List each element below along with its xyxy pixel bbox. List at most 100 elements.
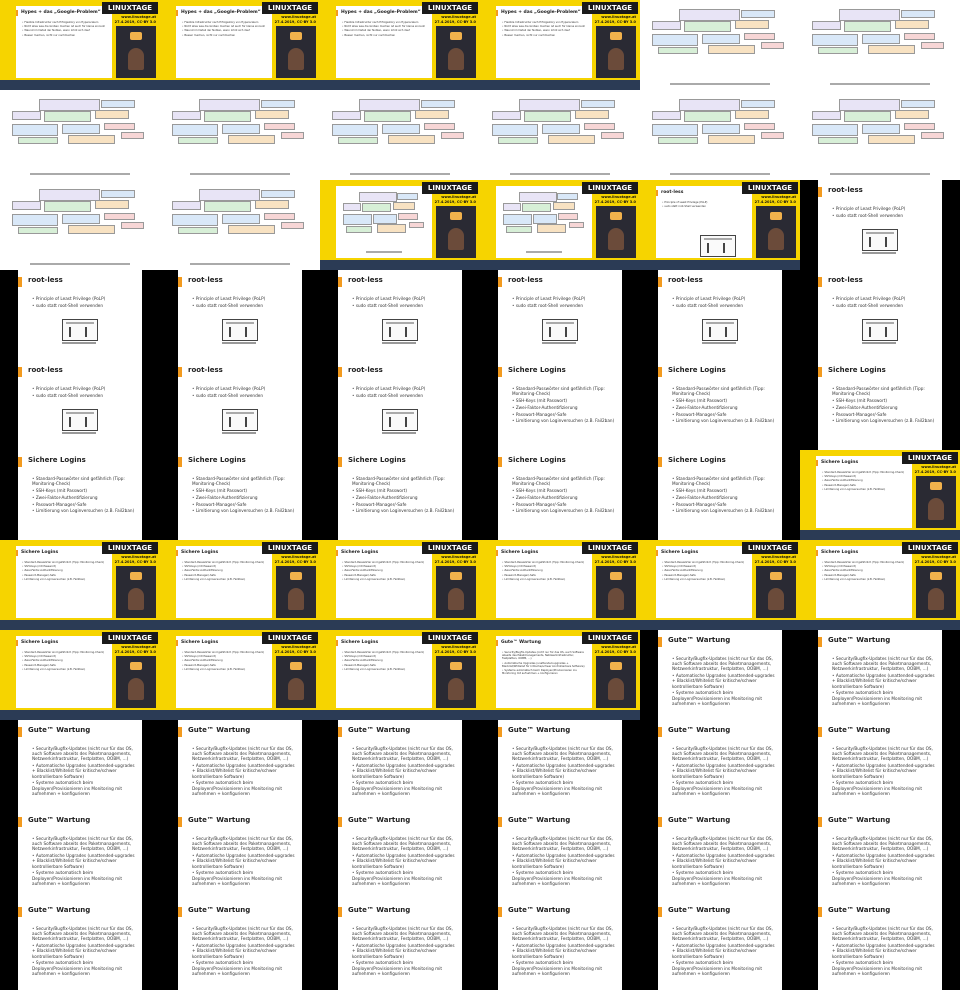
thumbnail-tile[interactable]: Sichere Logins Standard-Passwörter sind g… (160, 540, 320, 630)
thumbnail-tile[interactable] (160, 180, 320, 270)
thumbnail-tile[interactable]: Gute™ Wartung Security/Bugfix-Updates (ni… (0, 810, 160, 900)
thumbnail-tile[interactable] (0, 90, 160, 180)
thumbnail-tile[interactable]: Gute™ Wartung Security/Bugfix-Updates (ni… (0, 720, 160, 810)
thumbnail-tile[interactable]: Sichere Logins Standard-Passwörter sind g… (480, 450, 640, 540)
title-accent (336, 10, 338, 16)
thumbnail-tile[interactable]: Gute™ Wartung Security/Bugfix-Updates (ni… (640, 630, 800, 720)
thumbnail-tile[interactable]: Sichere Logins Standard-Passwörter sind g… (320, 630, 480, 720)
thumbnail-tile[interactable]: Gute™ Wartung Security/Bugfix-Updates (ni… (480, 810, 640, 900)
thumbnail-tile[interactable]: Sichere Logins Standard-Passwörter sind g… (0, 630, 160, 720)
thumbnail-tile[interactable] (640, 0, 800, 90)
title-accent (18, 727, 22, 737)
slide-title: Gute™ Wartung (188, 906, 251, 914)
event-url: www.linuxtage.at (441, 645, 476, 649)
slide-screen: Gute™ Wartung Security/Bugfix-Updates (ni… (496, 636, 592, 708)
thumbnail-tile[interactable]: root-less Principle of Least Privilege (P… (800, 180, 960, 270)
thumbnail-tile[interactable]: Gute™ Wartung Security/Bugfix-Updates (ni… (320, 720, 480, 810)
bullet-item: Principle of Least Privilege (PoLP) (192, 296, 296, 301)
thumbnail-tile[interactable]: Gute™ Wartung Security/Bugfix-Updates (ni… (800, 900, 960, 990)
thumbnail-tile[interactable]: Gute™ Wartung Security/Bugfix-Updates (ni… (160, 720, 320, 810)
thumbnail-tile[interactable]: Gute™ Wartung Security/Bugfix-Updates (ni… (640, 810, 800, 900)
thumbnail-tile[interactable]: root-less Principle of Least Privilege (P… (320, 270, 480, 360)
thumbnail-tile[interactable]: Hypes + das „Google-Problem“ Flexible Inf… (160, 0, 320, 90)
thumbnail-tile[interactable]: root-less Principle of Least Privilege (P… (320, 360, 480, 450)
thumbnail-tile[interactable]: Sichere Logins Standard-Passwörter sind g… (320, 450, 480, 540)
thumbnail-tile[interactable]: Gute™ Wartung Security/Bugfix-Updates (ni… (160, 900, 320, 990)
thumbnail-tile[interactable]: Gute™ Wartung Security/Bugfix-Updates (ni… (320, 810, 480, 900)
bullet-item: Zwei-Faktor-Authentifizierung (832, 405, 936, 410)
thumbnail-tile[interactable]: Sichere Logins Standard-Passwörter sind g… (160, 630, 320, 720)
diagram-box (903, 122, 936, 131)
thumbnail-tile[interactable] (640, 90, 800, 180)
title-accent (338, 367, 342, 377)
thumbnail-tile[interactable]: Sichere Logins Standard-Passwörter sind g… (160, 450, 320, 540)
linuxtage-logo: LINUXTAGE (422, 182, 478, 194)
thumbnail-tile[interactable] (800, 90, 960, 180)
thumbnail-tile[interactable]: Gute™ Wartung Security/Bugfix-Updates (ni… (480, 900, 640, 990)
event-url: www.linuxtage.at (281, 15, 316, 19)
thumbnail-tile[interactable]: root-less Principle of Least Privilege (P… (640, 270, 800, 360)
slide-title: Sichere Logins (821, 460, 859, 465)
bullet-item: Security/Bugfix-Updates (nicht nur für d… (502, 651, 589, 661)
thumbnail-tile[interactable]: Gute™ Wartung Security/Bugfix-Updates (ni… (160, 810, 320, 900)
bullet-item: Systeme automatisch beim Deployen/Provis… (192, 780, 296, 796)
thumbnail-tile[interactable]: Gute™ Wartung Security/Bugfix-Updates (ni… (800, 810, 960, 900)
bullet-item: Besser machen, nicht nur nachmachen (342, 34, 429, 37)
thumbnail-tile[interactable]: Sichere Logins Standard-Passwörter sind g… (480, 540, 640, 630)
diagram-box (17, 136, 59, 145)
thumbnail-tile[interactable]: Hypes + das „Google-Problem“ Flexible Inf… (480, 0, 640, 90)
thumbnail-tile[interactable]: Gute™ Wartung Security/Bugfix-Updates (ni… (0, 900, 160, 990)
bullet-item: Automatische Upgrades (unattended-upgrad… (32, 853, 136, 869)
diagram-box (204, 111, 251, 122)
thumbnail-tile[interactable]: Sichere Logins Standard-Passwörter sind g… (640, 450, 800, 540)
title-accent (176, 550, 178, 556)
diagram-box (362, 202, 392, 213)
thumbnail-tile[interactable]: LINUXTAGE www.linuxtage.at 27.4.2019, CC-B… (480, 180, 640, 270)
thumbnail-tile[interactable]: Sichere Logins Standard-Passwörter sind g… (0, 450, 160, 540)
thumbnail-tile[interactable]: Sichere Logins Standard-Passwörter sind g… (800, 360, 960, 450)
bullet-item: Security/Bugfix-Updates (nicht nur für d… (32, 926, 136, 942)
thumbnail-tile[interactable] (800, 0, 960, 90)
diagram-box (651, 124, 699, 136)
thumbnail-tile[interactable]: Sichere Logins Standard-Passwörter sind g… (640, 540, 800, 630)
thumbnail-tile[interactable] (480, 90, 640, 180)
bullet-item: Passwort-Manager/-Safe (22, 664, 109, 667)
thumbnail-tile[interactable]: root-less Principle of Least Privilege (P… (160, 360, 320, 450)
thumbnail-tile[interactable] (320, 90, 480, 180)
thumbnail-tile[interactable]: Gute™ Wartung Security/Bugfix-Updates (ni… (800, 630, 960, 720)
thumbnail-tile[interactable]: root-less Principle of Least Privilege (P… (480, 270, 640, 360)
bullet-item: Automatische Upgrades (unattended-upgrad… (672, 763, 776, 779)
thumbnail-tile[interactable]: Sichere Logins Standard-Passwörter sind g… (640, 360, 800, 450)
thumbnail-tile[interactable]: Sichere Logins Standard-Passwörter sind g… (480, 360, 640, 450)
bullet-item: SSH-Keys (mit Passwort) (502, 565, 589, 568)
video-bottom-bar (320, 710, 480, 720)
thumbnail-tile[interactable]: Gute™ Wartung Security/Bugfix-Updates (ni… (640, 900, 800, 990)
bullet-item: SSH-Keys (mit Passwort) (512, 488, 616, 493)
thumbnail-tile[interactable]: Hypes + das „Google-Problem“ Flexible Inf… (320, 0, 480, 90)
bullet-item: Zwei-Faktor-Authentifizierung (342, 659, 429, 662)
thumbnail-tile[interactable]: Sichere Logins Standard-Passwörter sind g… (800, 450, 960, 540)
video-bottom-bar (160, 710, 320, 720)
comic-image (700, 235, 736, 257)
thumbnail-tile[interactable]: Gute™ Wartung Security/Bugfix-Updates (ni… (320, 900, 480, 990)
thumbnail-tile[interactable]: root-less Principle of Least Privilege (P… (0, 270, 160, 360)
thumbnail-tile[interactable]: root-less Principle of Least Privilege (P… (0, 360, 160, 450)
thumbnail-tile[interactable] (160, 90, 320, 180)
bullet-item: Zwei-Faktor-Authentifizierung (22, 659, 109, 662)
thumbnail-tile[interactable]: Gute™ Wartung Security/Bugfix-Updates (ni… (480, 630, 640, 720)
thumbnail-tile[interactable]: root-less Principle of Least Privilege (P… (160, 270, 320, 360)
comic-image (62, 319, 98, 341)
bullet-item: sudo statt root-Shell verwenden (512, 303, 616, 308)
thumbnail-tile[interactable]: Sichere Logins Standard-Passwörter sind g… (800, 540, 960, 630)
thumbnail-tile[interactable] (0, 180, 160, 270)
thumbnail-tile[interactable]: Hypes + das „Google-Problem“ Flexible Inf… (0, 0, 160, 90)
diagram-box (331, 111, 361, 121)
thumbnail-tile[interactable]: root-less Principle of Least Privilege (P… (800, 270, 960, 360)
thumbnail-tile[interactable]: root-less Principle of Least Privilege (P… (640, 180, 800, 270)
thumbnail-tile[interactable]: Sichere Logins Standard-Passwörter sind g… (0, 540, 160, 630)
thumbnail-tile[interactable]: Sichere Logins Standard-Passwörter sind g… (320, 540, 480, 630)
thumbnail-tile[interactable]: Gute™ Wartung Security/Bugfix-Updates (ni… (800, 720, 960, 810)
thumbnail-tile[interactable]: Gute™ Wartung Security/Bugfix-Updates (ni… (640, 720, 800, 810)
thumbnail-tile[interactable]: Gute™ Wartung Security/Bugfix-Updates (ni… (480, 720, 640, 810)
thumbnail-tile[interactable]: LINUXTAGE www.linuxtage.at 27.4.2019, CC-B… (320, 180, 480, 270)
